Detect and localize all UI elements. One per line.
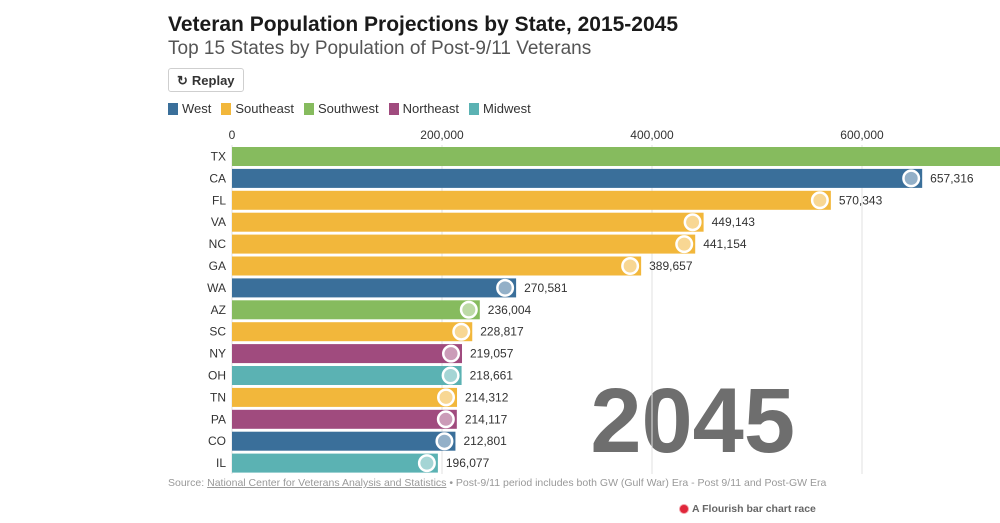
legend-item-southwest[interactable]: Southwest: [303, 101, 379, 116]
legend-item-northeast[interactable]: Northeast: [388, 101, 460, 116]
bar: [232, 212, 704, 232]
legend-label: Midwest: [483, 101, 531, 116]
source-link[interactable]: National Center for Veterans Analysis an…: [207, 477, 447, 489]
state-flag-icon-inner: [686, 215, 700, 229]
x-tick-label: 0: [229, 128, 236, 142]
state-flag-icon-inner: [498, 281, 512, 295]
bar-value-label: 219,057: [470, 347, 514, 361]
bar-category-label: IL: [216, 456, 226, 470]
x-tick-label: 400,000: [630, 128, 674, 142]
bar-value-label: 196,077: [446, 456, 490, 470]
bar-category-label: SC: [209, 325, 226, 339]
bar-value-label: 214,312: [465, 390, 509, 404]
bar-value-label: 570,343: [839, 193, 883, 207]
state-flag-icon-inner: [813, 193, 827, 207]
x-tick-label: 200,000: [420, 128, 464, 142]
state-flag-icon-inner: [420, 456, 434, 470]
bar-value-label: 214,117: [465, 412, 508, 426]
bar-value-label: 657,316: [930, 171, 974, 185]
bar: [232, 147, 1000, 166]
replay-button[interactable]: ↻ Replay: [168, 68, 244, 92]
x-tick-label: 600,000: [840, 128, 884, 142]
legend-label: Northeast: [402, 101, 460, 116]
legend-swatch: [469, 102, 480, 115]
credit-label: A Flourish bar chart race: [692, 503, 816, 515]
legend-label: Southwest: [317, 101, 379, 116]
bar-category-label: AZ: [211, 303, 226, 317]
bar-value-label: 228,817: [480, 325, 524, 339]
state-flag-icon-inner: [444, 369, 458, 382]
bar-category-label: NY: [209, 347, 226, 361]
state-flag-icon-inner: [462, 303, 476, 317]
bar: [232, 344, 463, 364]
state-flag-icon-inner: [623, 259, 637, 273]
source-footnote: Source: National Center for Veterans Ana…: [168, 477, 826, 489]
legend-swatch: [388, 102, 399, 115]
bar-value-label: 218,661: [470, 369, 514, 383]
flourish-credit[interactable]: A Flourish bar chart race: [680, 503, 816, 515]
legend-label: West: [182, 101, 212, 116]
bar-value-label: 236,004: [488, 303, 532, 317]
bar-category-label: NC: [209, 237, 227, 251]
bar-value-label: 212,801: [463, 434, 507, 448]
bar: [232, 366, 462, 385]
bar: [232, 453, 438, 473]
bar-value-label: 389,657: [649, 259, 693, 273]
replay-icon: ↻: [177, 72, 188, 88]
legend-swatch: [168, 102, 178, 115]
bar-value-label: 441,154: [703, 237, 747, 251]
legend: West Southeast Southwest Northeast Midwe…: [168, 101, 531, 116]
chart-subtitle: Top 15 States by Population of Post-9/11…: [168, 38, 592, 59]
bar-category-label: TN: [210, 390, 226, 404]
legend-label: Southeast: [235, 101, 294, 116]
bar-category-label: CA: [209, 171, 226, 185]
chart-title: Veteran Population Projections by State,…: [168, 13, 679, 36]
bar-category-label: GA: [209, 259, 226, 273]
state-flag-icon-inner: [437, 434, 451, 448]
bar: [232, 234, 696, 254]
state-flag-icon-inner: [677, 237, 691, 251]
bar-category-label: VA: [211, 215, 226, 229]
bar: [232, 190, 831, 210]
bar: [232, 256, 642, 276]
state-flag-icon-inner: [439, 390, 453, 404]
bar-category-label: TX: [211, 150, 226, 164]
bar-value-label: 449,143: [712, 215, 756, 229]
bar-category-label: OH: [208, 369, 226, 383]
bar: [232, 409, 457, 429]
bar: [232, 168, 923, 188]
bar: [232, 387, 458, 407]
bar-category-label: CO: [208, 434, 226, 448]
legend-swatch: [221, 102, 232, 115]
bar: [232, 278, 517, 298]
bar-value-label: 270,581: [524, 281, 568, 295]
state-flag-icon-inner: [904, 171, 918, 185]
bar: [232, 300, 480, 320]
bar-category-label: PA: [211, 412, 226, 426]
state-flag-icon-inner: [439, 412, 453, 426]
bar: [232, 322, 473, 342]
legend-item-southeast[interactable]: Southeast: [221, 101, 294, 116]
state-flag-icon-inner: [454, 325, 468, 339]
bar-category-label: FL: [212, 193, 226, 207]
source-prefix: Source:: [168, 477, 208, 489]
flourish-logo-icon: [680, 505, 688, 513]
state-flag-icon-inner: [444, 347, 458, 361]
legend-swatch: [303, 102, 314, 115]
replay-label: Replay: [191, 72, 235, 88]
source-note: • Post-9/11 period includes both GW (Gul…: [446, 477, 827, 489]
bar: [232, 431, 456, 451]
bar-category-label: WA: [207, 281, 226, 295]
legend-item-west[interactable]: West: [168, 101, 211, 116]
legend-item-midwest[interactable]: Midwest: [469, 101, 531, 116]
year-label: 2045: [590, 370, 795, 472]
